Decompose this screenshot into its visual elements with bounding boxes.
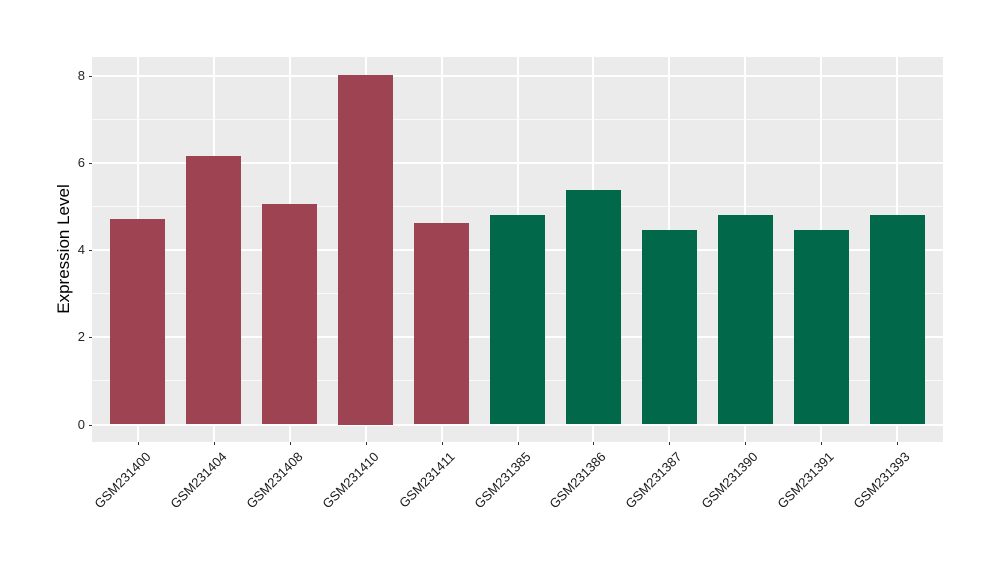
bar-GSM231411 xyxy=(414,223,469,425)
bar-GSM231393 xyxy=(870,215,925,425)
x-tick-mark xyxy=(517,442,519,445)
y-tick-label: 6 xyxy=(77,155,85,171)
y-tick-label: 2 xyxy=(77,329,85,345)
bar-GSM231390 xyxy=(718,215,773,425)
x-tick-label: GSM231391 xyxy=(774,449,838,512)
x-tick-label: GSM231393 xyxy=(850,449,914,512)
x-tick-label: GSM231386 xyxy=(546,449,610,512)
x-tick-label: GSM231390 xyxy=(698,449,762,512)
y-tick-mark xyxy=(89,250,92,252)
x-tick-label: GSM231400 xyxy=(90,449,154,512)
x-tick-mark xyxy=(669,442,671,445)
x-tick-label: GSM231408 xyxy=(242,449,306,512)
x-tick-mark xyxy=(137,442,139,445)
x-tick-mark xyxy=(821,442,823,445)
bar-GSM231408 xyxy=(262,203,317,425)
x-tick-label: GSM231411 xyxy=(395,449,458,511)
bar-GSM231400 xyxy=(110,219,165,425)
y-tick-label: 8 xyxy=(77,68,85,84)
y-tick-mark xyxy=(89,424,92,426)
bar-GSM231386 xyxy=(566,190,621,425)
bar-GSM231404 xyxy=(186,156,241,425)
bar-GSM231410 xyxy=(338,74,393,425)
y-tick-mark xyxy=(89,337,92,339)
x-tick-mark xyxy=(365,442,367,445)
x-tick-label: GSM231410 xyxy=(318,449,382,512)
x-tick-label: GSM231404 xyxy=(166,449,230,512)
bar-GSM231385 xyxy=(490,215,545,425)
x-tick-mark xyxy=(593,442,595,445)
y-tick-label: 4 xyxy=(77,242,85,258)
bar-GSM231387 xyxy=(642,230,697,425)
x-tick-label: GSM231385 xyxy=(470,449,534,512)
y-tick-mark xyxy=(89,163,92,165)
x-tick-mark xyxy=(441,442,443,445)
x-tick-mark xyxy=(745,442,747,445)
x-tick-label: GSM231387 xyxy=(622,449,686,512)
y-tick-mark xyxy=(89,76,92,78)
x-tick-mark xyxy=(289,442,291,445)
plot-panel xyxy=(92,57,943,442)
y-tick-label: 0 xyxy=(77,416,85,432)
bar-GSM231391 xyxy=(794,230,849,425)
x-tick-mark xyxy=(213,442,215,445)
x-tick-mark xyxy=(897,442,899,445)
